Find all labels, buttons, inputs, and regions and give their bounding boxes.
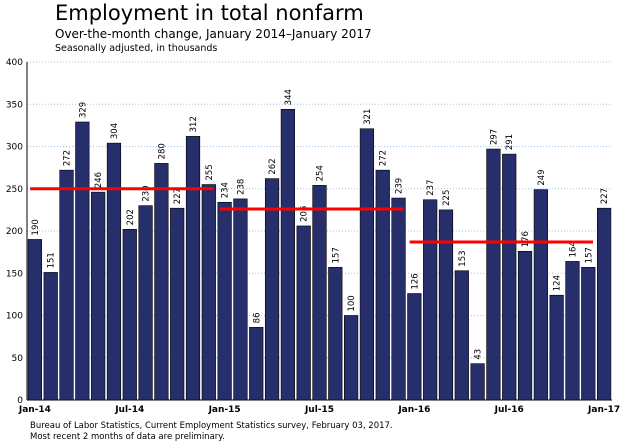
value-label: 190 [31, 219, 41, 235]
value-label: 43 [474, 349, 484, 360]
bar [581, 267, 596, 401]
value-label: 238 [236, 179, 246, 195]
value-label: 246 [94, 172, 104, 188]
y-tick-label: 50 [12, 354, 24, 364]
bar [423, 199, 438, 401]
value-label: 230 [142, 185, 152, 201]
value-label: 126 [410, 273, 420, 289]
bar [375, 169, 390, 401]
bar [233, 198, 248, 401]
bar [596, 207, 612, 401]
bar [154, 163, 169, 401]
value-label: 344 [284, 89, 294, 105]
value-label: 239 [395, 178, 405, 194]
y-tick-label: 0 [17, 396, 23, 406]
bar [312, 185, 327, 401]
value-label: 255 [205, 164, 215, 180]
y-tick-label: 350 [6, 100, 23, 110]
x-tick-label: Jul-16 [494, 405, 524, 415]
footnote: Most recent 2 months of data are prelimi… [30, 432, 225, 442]
value-label: 254 [316, 165, 326, 181]
bar [201, 184, 216, 401]
bar [328, 267, 343, 401]
value-label: 280 [157, 143, 167, 159]
bar [486, 148, 501, 401]
value-label: 249 [537, 169, 547, 185]
bar [106, 142, 122, 401]
bar [391, 197, 406, 401]
chart-title: Employment in total nonfarm [55, 1, 364, 25]
bar [170, 207, 185, 401]
value-label: 312 [189, 116, 199, 132]
value-label: 237 [426, 180, 436, 196]
bar [59, 169, 74, 401]
x-tick-label: Jul-15 [304, 405, 334, 415]
value-label: 227 [173, 188, 183, 204]
bar [502, 153, 517, 401]
y-tick-label: 300 [6, 143, 23, 153]
value-label: 176 [521, 231, 531, 247]
bar [517, 250, 533, 401]
value-label: 225 [442, 190, 452, 206]
bar [217, 201, 232, 401]
value-label: 151 [47, 252, 57, 268]
value-label: 234 [221, 182, 231, 198]
value-label: 157 [331, 247, 341, 263]
value-label: 206 [300, 206, 310, 222]
y-tick-label: 150 [6, 269, 23, 279]
value-label: 329 [78, 102, 88, 118]
value-label: 153 [458, 250, 468, 266]
bar [264, 178, 280, 401]
value-label: 202 [126, 209, 136, 225]
value-label: 86 [252, 313, 262, 324]
value-label: 304 [110, 123, 120, 139]
y-tick-label: 400 [6, 58, 23, 68]
bar [280, 109, 295, 401]
bar [438, 209, 454, 401]
bar [27, 239, 43, 401]
bar [43, 272, 58, 401]
value-label: 272 [63, 150, 73, 166]
y-tick-label: 100 [6, 312, 23, 322]
value-label: 297 [489, 129, 499, 145]
bar [470, 363, 485, 401]
value-label: 262 [268, 158, 278, 174]
y-tick-label: 250 [6, 185, 23, 195]
y-tick-label: 200 [6, 227, 23, 237]
bar [249, 327, 264, 401]
bar [296, 225, 311, 401]
x-tick-label: Jan-15 [208, 405, 241, 415]
bar [549, 294, 564, 401]
value-label: 291 [505, 134, 515, 150]
value-label: 164 [568, 241, 578, 257]
x-tick-label: Jan-14 [18, 405, 51, 415]
chart-subtitle: Over-the-month change, January 2014–Janu… [55, 27, 372, 41]
bar [407, 293, 422, 401]
bar [122, 229, 137, 401]
bar [533, 189, 548, 401]
bar [75, 121, 90, 401]
value-label: 157 [584, 247, 594, 263]
value-label: 321 [363, 109, 373, 125]
bar [565, 261, 580, 401]
value-label: 227 [600, 188, 610, 204]
source-note: Bureau of Labor Statistics, Current Empl… [30, 421, 393, 431]
x-tick-label: Jan-17 [587, 405, 620, 415]
unit-note: Seasonally adjusted, in thousands [55, 43, 217, 54]
value-label: 100 [347, 295, 357, 311]
bar [454, 270, 469, 401]
bar [138, 205, 153, 401]
x-tick-label: Jan-16 [397, 405, 430, 415]
value-label: 124 [553, 275, 563, 291]
bar [359, 128, 375, 401]
bar [344, 315, 359, 401]
bar [91, 191, 106, 401]
bar [185, 136, 201, 401]
x-tick-label: Jul-14 [114, 405, 144, 415]
value-label: 272 [379, 150, 389, 166]
